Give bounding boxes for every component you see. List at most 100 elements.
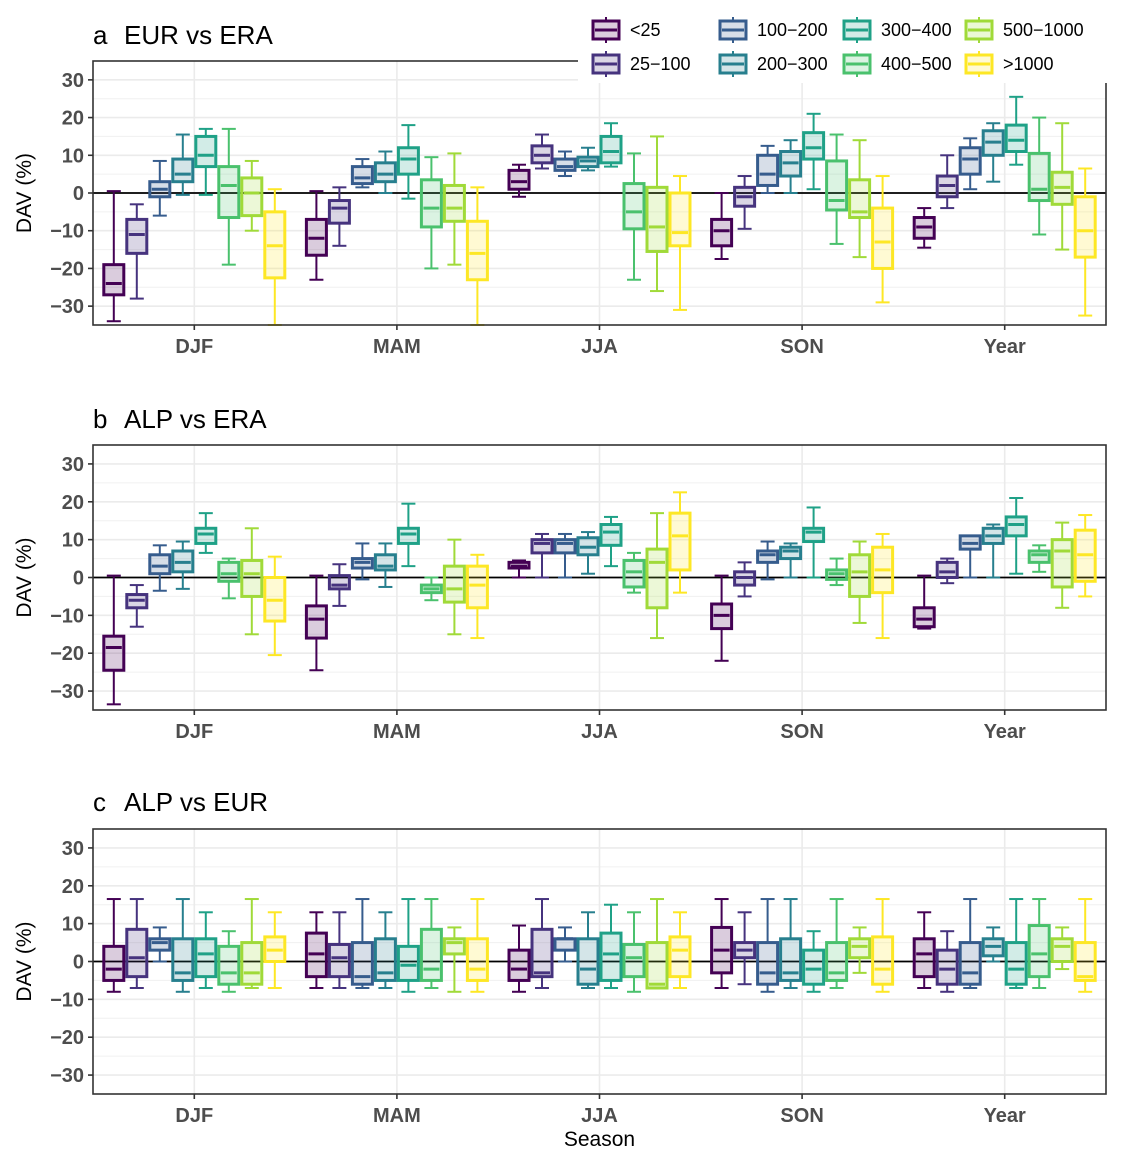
box-JJA-5 xyxy=(622,911,646,993)
box-Year-3 xyxy=(981,122,1005,183)
box-JJA-5 xyxy=(622,551,646,594)
y-axis-title: DAV (%) xyxy=(13,921,36,1001)
legend-item-7: >1000 xyxy=(964,51,1054,77)
y-tick-label: 20 xyxy=(62,876,84,898)
box-Year-7 xyxy=(1073,167,1097,317)
y-tick-label: −10 xyxy=(50,989,84,1011)
box-MAM-2 xyxy=(350,542,374,581)
box-MAM-4 xyxy=(396,898,420,993)
y-tick-label: 10 xyxy=(62,914,84,936)
y-axis-title: DAV (%) xyxy=(13,537,36,617)
box-Year-0 xyxy=(912,207,936,249)
box-DJF-0 xyxy=(102,574,126,706)
box-body xyxy=(373,553,397,572)
box-body xyxy=(779,545,803,561)
y-tick-label: −30 xyxy=(50,1065,84,1087)
y-tick-label: −20 xyxy=(50,643,84,665)
legend-label: 400−500 xyxy=(881,54,952,74)
box-MAM-1 xyxy=(327,186,351,247)
panel-a: −30 −20 −10 0 10 20 30 DJF MAM JJA SON Year DAV (%) a… xyxy=(13,20,1107,358)
box-body xyxy=(935,948,959,986)
box-SON-4 xyxy=(802,112,826,191)
box-DJF-3 xyxy=(171,540,195,590)
box-Year-3 xyxy=(981,926,1005,963)
box-body xyxy=(756,549,780,564)
box-SON-6 xyxy=(848,540,872,624)
box-MAM-3 xyxy=(373,542,397,588)
box-SON-4 xyxy=(802,930,826,993)
panel-letter: a xyxy=(93,20,108,50)
box-body xyxy=(350,165,374,186)
box-DJF-2 xyxy=(148,544,172,592)
box-MAM-7 xyxy=(465,553,489,640)
box-body xyxy=(442,564,466,604)
box-MAM-1 xyxy=(327,911,351,989)
box-body xyxy=(194,526,218,545)
panel-title: ALP vs ERA xyxy=(124,404,267,434)
box-DJF-5 xyxy=(217,127,241,266)
box-SON-0 xyxy=(710,192,734,260)
legend-item-4: 300−400 xyxy=(842,17,952,43)
box-body xyxy=(848,553,872,598)
box-MAM-0 xyxy=(304,574,328,672)
box-body xyxy=(419,178,443,229)
box-body xyxy=(507,948,531,982)
box-SON-2 xyxy=(756,144,780,194)
box-DJF-5 xyxy=(217,930,241,993)
box-MAM-5 xyxy=(419,156,443,270)
box-Year-2 xyxy=(958,534,982,579)
x-tick-label: SON xyxy=(780,336,823,358)
x-tick-label: DJF xyxy=(175,336,213,358)
box-SON-4 xyxy=(802,506,826,579)
box-body xyxy=(935,560,959,579)
legend-label: 25−100 xyxy=(630,54,691,74)
legend-label: <25 xyxy=(630,20,661,40)
box-MAM-2 xyxy=(350,898,374,989)
legend-item-3: 200−300 xyxy=(718,51,828,77)
box-body xyxy=(553,538,577,555)
box-SON-3 xyxy=(779,139,803,194)
box-JJA-3 xyxy=(576,911,600,989)
box-body xyxy=(622,942,646,979)
x-tick-label: JJA xyxy=(581,1105,618,1127)
legend-item-6: 500−1000 xyxy=(964,17,1084,43)
box-DJF-6 xyxy=(240,527,264,636)
box-body xyxy=(171,157,195,184)
box-JJA-2 xyxy=(553,532,577,579)
box-MAM-7 xyxy=(465,898,489,993)
box-DJF-0 xyxy=(102,190,126,323)
box-MAM-5 xyxy=(419,898,443,989)
box-MAM-6 xyxy=(442,926,466,993)
y-axis-title: DAV (%) xyxy=(13,153,36,233)
box-SON-1 xyxy=(733,175,757,230)
box-body xyxy=(240,558,264,598)
box-body xyxy=(125,217,149,255)
box-SON-1 xyxy=(733,911,757,986)
y-tick-label: 10 xyxy=(62,530,84,552)
y-tick-label: 30 xyxy=(62,70,84,92)
y-tick-label: 10 xyxy=(62,145,84,167)
legend-label: 100−200 xyxy=(757,20,828,40)
box-body xyxy=(599,931,623,982)
box-body xyxy=(645,547,669,610)
box-MAM-3 xyxy=(373,150,397,194)
legend-label: 300−400 xyxy=(881,20,952,40)
box-SON-0 xyxy=(710,898,734,989)
box-body xyxy=(553,937,577,952)
box-body xyxy=(802,131,826,161)
box-body xyxy=(373,937,397,982)
y-tick-label: −30 xyxy=(50,681,84,703)
box-JJA-2 xyxy=(553,150,577,178)
y-tick-label: −20 xyxy=(50,258,84,280)
y-tick-label: −30 xyxy=(50,296,84,318)
box-JJA-6 xyxy=(645,512,669,640)
box-body xyxy=(958,146,982,176)
legend-item-2: 100−200 xyxy=(718,17,828,43)
box-body xyxy=(756,941,780,986)
box-body xyxy=(442,183,466,223)
box-body xyxy=(171,937,195,982)
y-tick-label: −10 xyxy=(50,221,84,243)
box-body xyxy=(576,937,600,986)
x-tick-label: Year xyxy=(984,1105,1026,1127)
